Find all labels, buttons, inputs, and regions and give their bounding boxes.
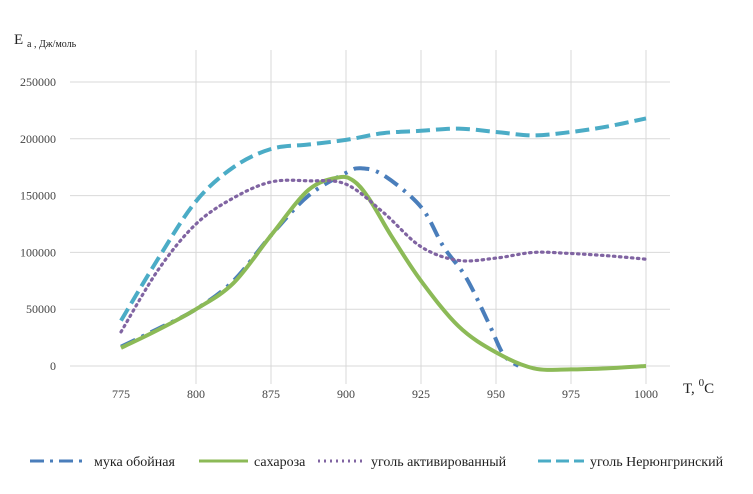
y-axis-ticks: 0 50000 100000 150000 200000 250000	[20, 75, 56, 373]
x-axis-title-unit: C	[704, 381, 714, 397]
series-line-3	[119, 178, 648, 334]
x-tick-label: 925	[412, 387, 430, 401]
legend-label-sucrose: сахароза	[254, 455, 306, 470]
x-axis-ticks: 775 800 875 900 925 950 975 1000	[112, 387, 658, 401]
legend-label-neryungri-coal: уголь Нерюнгринский	[590, 455, 724, 470]
x-axis-title-main: T,	[683, 381, 699, 397]
legend-label-activated-coal: уголь активированный	[371, 455, 507, 470]
x-tick-label: 1000	[634, 387, 658, 401]
x-axis-title: T, 0C	[683, 377, 714, 397]
x-tick-label: 800	[187, 387, 205, 401]
y-tick-label: 50000	[26, 302, 56, 316]
y-tick-label: 100000	[20, 245, 56, 259]
series-line-1	[120, 166, 520, 368]
y-axis-title: E	[14, 32, 23, 48]
y-tick-label: 200000	[20, 132, 56, 146]
y-tick-label: 150000	[20, 189, 56, 203]
x-tick-label: 950	[487, 387, 505, 401]
legend: мука обойная сахароза уголь активированн…	[30, 455, 724, 470]
x-axis-title-sup: 0	[699, 377, 705, 389]
y-tick-label: 250000	[20, 75, 56, 89]
gridlines	[70, 50, 670, 384]
series-lines	[119, 116, 648, 372]
x-tick-label: 900	[337, 387, 355, 401]
x-tick-label: 975	[562, 387, 580, 401]
y-axis-title-sub: а , Дж/моль	[27, 39, 77, 50]
series-line-4	[119, 116, 647, 322]
x-tick-label: 875	[262, 387, 280, 401]
y-tick-label: 0	[50, 359, 56, 373]
legend-label-flour: мука обойная	[94, 455, 175, 470]
x-tick-label: 775	[112, 387, 130, 401]
